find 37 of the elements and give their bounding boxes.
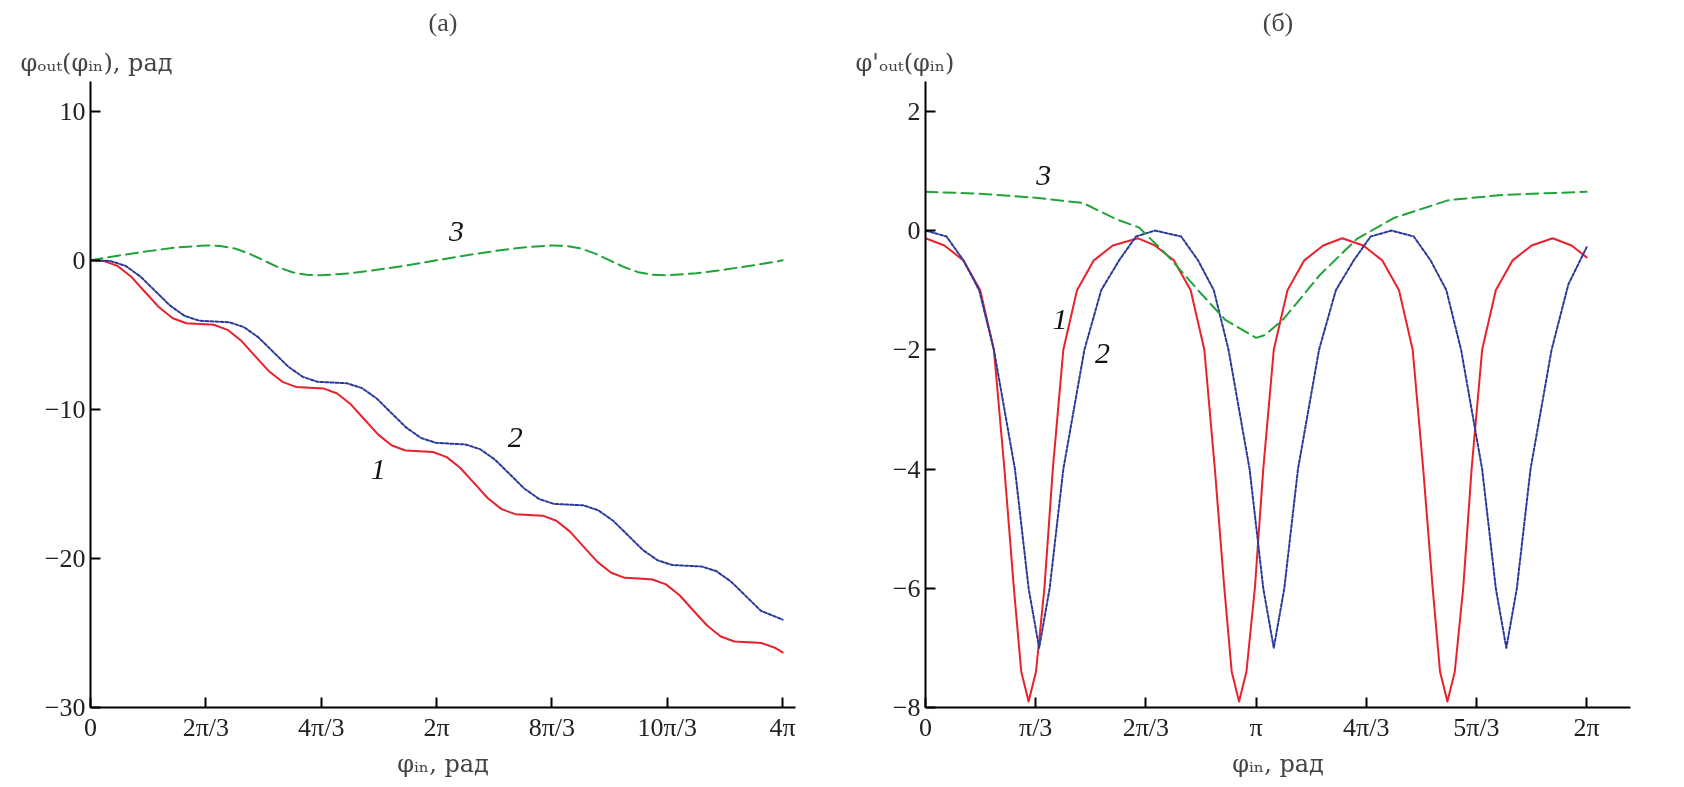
series-label: 3	[447, 213, 464, 247]
y-tick-label: 10	[59, 96, 86, 126]
y-tick-label: −20	[44, 543, 86, 573]
x-axis-title: φᵢₙ, рад	[1232, 749, 1324, 778]
y-tick-label: 0	[907, 216, 921, 246]
x-tick-label: π	[1249, 712, 1263, 742]
x-tick-label: 10π/3	[637, 712, 697, 742]
x-tick-label: 4π/3	[298, 712, 345, 742]
x-tick-label: 8π/3	[528, 712, 576, 742]
y-axis-title: φ'ₒᵤₜ(φᵢₙ)	[855, 48, 955, 77]
x-tick-label: 5π/3	[1453, 712, 1500, 742]
line-series	[90, 244, 784, 277]
y-tick-label: −6	[892, 573, 921, 603]
x-tick-label: 2π	[423, 712, 450, 742]
chart-title: (а)	[428, 7, 458, 37]
chart-title: (б)	[1262, 7, 1294, 37]
x-tick-label: 2π/3	[182, 712, 230, 742]
x-axis-title: φᵢₙ, рад	[397, 749, 489, 778]
line-series	[925, 190, 1588, 339]
y-axis-title: φₒᵤₜ(φᵢₙ), рад	[20, 48, 173, 77]
series-label: 2	[1094, 336, 1110, 370]
x-tick-label: 4π/3	[1343, 712, 1390, 742]
x-tick-label: 2π	[1573, 712, 1600, 742]
x-tick-label: 4π	[769, 712, 796, 742]
series-label: 3	[1035, 158, 1052, 192]
y-tick-label: 0	[72, 245, 86, 275]
x-tick-label: π/3	[1019, 712, 1053, 742]
y-tick-label: −30	[44, 693, 86, 722]
y-tick-label: −2	[892, 335, 921, 365]
x-tick-label: 2π/3	[1122, 712, 1170, 742]
series-label: 1	[370, 452, 386, 486]
y-tick-label: −4	[892, 454, 921, 484]
y-tick-label: −10	[44, 394, 86, 424]
series-label: 1	[1052, 301, 1068, 335]
y-tick-label: 2	[907, 96, 921, 126]
y-tick-label: −8	[892, 693, 921, 722]
series-label: 2	[507, 419, 523, 453]
